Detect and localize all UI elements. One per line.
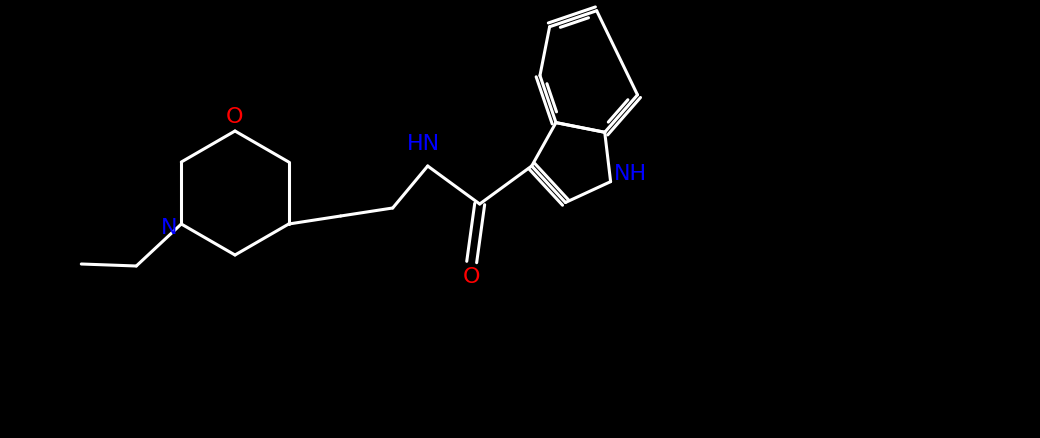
Text: O: O: [463, 267, 480, 287]
Text: N: N: [161, 218, 178, 238]
Text: NH: NH: [614, 164, 647, 184]
Text: O: O: [227, 107, 243, 127]
Text: HN: HN: [407, 134, 440, 154]
